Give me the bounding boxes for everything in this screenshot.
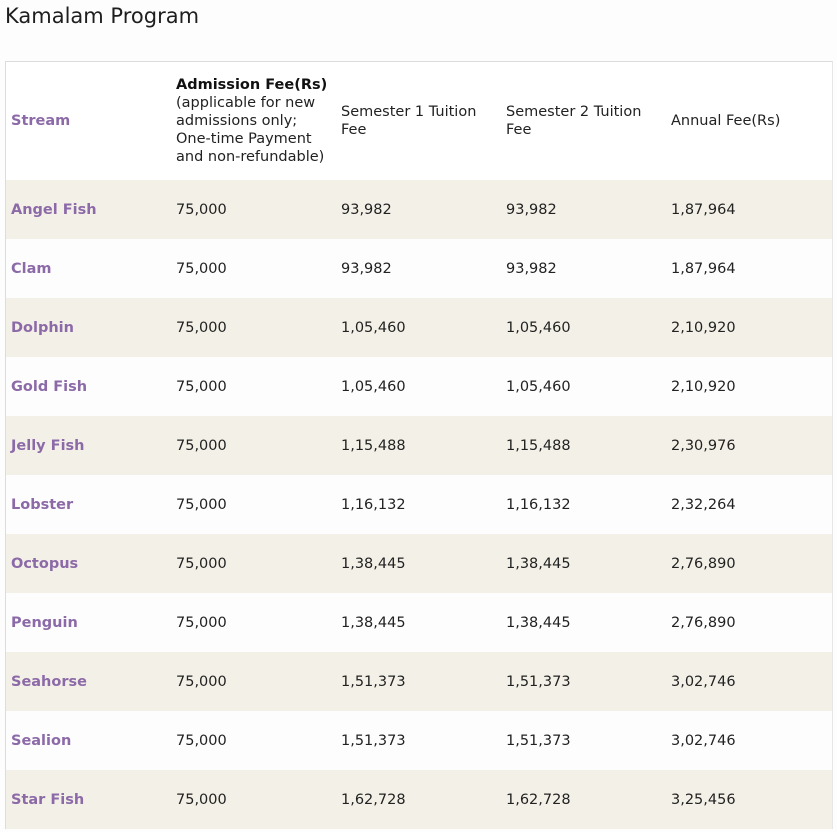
- cell-annual-fee: 3,02,746: [666, 652, 832, 711]
- cell-semester-1-fee: 1,51,373: [336, 652, 501, 711]
- cell-semester-2-fee: 1,15,488: [501, 416, 666, 475]
- cell-stream: Penguin: [6, 593, 171, 652]
- header-annual-fee: Annual Fee(Rs): [666, 62, 832, 180]
- cell-stream: Lobster: [6, 475, 171, 534]
- cell-semester-2-fee: 1,38,445: [501, 534, 666, 593]
- header-semester-2: Semester 2 Tuition Fee: [501, 62, 666, 180]
- cell-semester-1-fee: 93,982: [336, 180, 501, 239]
- cell-semester-2-fee: 1,05,460: [501, 298, 666, 357]
- cell-admission-fee: 75,000: [171, 475, 336, 534]
- cell-annual-fee: 1,87,964: [666, 239, 832, 298]
- cell-semester-1-fee: 1,05,460: [336, 298, 501, 357]
- header-row: Stream Admission Fee(Rs) (applicable for…: [6, 62, 832, 180]
- cell-admission-fee: 75,000: [171, 770, 336, 829]
- table-row: Jelly Fish 75,000 1,15,488 1,15,488 2,30,976: [6, 416, 832, 475]
- cell-stream: Gold Fish: [6, 357, 171, 416]
- cell-semester-1-fee: 1,15,488: [336, 416, 501, 475]
- cell-stream: Sealion: [6, 711, 171, 770]
- cell-annual-fee: 2,76,890: [666, 593, 832, 652]
- table-row: Clam 75,000 93,982 93,982 1,87,964: [6, 239, 832, 298]
- cell-stream: Seahorse: [6, 652, 171, 711]
- cell-semester-1-fee: 1,51,373: [336, 711, 501, 770]
- table-row: Penguin 75,000 1,38,445 1,38,445 2,76,890: [6, 593, 832, 652]
- cell-semester-2-fee: 1,51,373: [501, 711, 666, 770]
- cell-semester-1-fee: 1,16,132: [336, 475, 501, 534]
- table-row: Gold Fish 75,000 1,05,460 1,05,460 2,10,920: [6, 357, 832, 416]
- cell-annual-fee: 1,87,964: [666, 180, 832, 239]
- cell-semester-2-fee: 1,38,445: [501, 593, 666, 652]
- cell-stream: Octopus: [6, 534, 171, 593]
- cell-admission-fee: 75,000: [171, 711, 336, 770]
- cell-stream: Jelly Fish: [6, 416, 171, 475]
- cell-semester-2-fee: 93,982: [501, 239, 666, 298]
- cell-annual-fee: 3,02,746: [666, 711, 832, 770]
- cell-semester-2-fee: 1,62,728: [501, 770, 666, 829]
- header-admission-fee: Admission Fee(Rs) (applicable for new ad…: [171, 62, 336, 180]
- table-row: Octopus 75,000 1,38,445 1,38,445 2,76,890: [6, 534, 832, 593]
- header-semester-1: Semester 1 Tuition Fee: [336, 62, 501, 180]
- cell-admission-fee: 75,000: [171, 652, 336, 711]
- page-title: Kamalam Program: [5, 4, 200, 28]
- cell-semester-1-fee: 1,05,460: [336, 357, 501, 416]
- fee-table: Stream Admission Fee(Rs) (applicable for…: [6, 62, 832, 829]
- cell-semester-2-fee: 93,982: [501, 180, 666, 239]
- cell-semester-2-fee: 1,05,460: [501, 357, 666, 416]
- table-row: Star Fish 75,000 1,62,728 1,62,728 3,25,456: [6, 770, 832, 829]
- table-row: Angel Fish 75,000 93,982 93,982 1,87,964: [6, 180, 832, 239]
- cell-stream: Clam: [6, 239, 171, 298]
- cell-stream: Dolphin: [6, 298, 171, 357]
- cell-annual-fee: 3,25,456: [666, 770, 832, 829]
- table-row: Dolphin 75,000 1,05,460 1,05,460 2,10,920: [6, 298, 832, 357]
- cell-semester-2-fee: 1,16,132: [501, 475, 666, 534]
- cell-stream: Star Fish: [6, 770, 171, 829]
- cell-semester-1-fee: 93,982: [336, 239, 501, 298]
- cell-semester-1-fee: 1,62,728: [336, 770, 501, 829]
- cell-semester-2-fee: 1,51,373: [501, 652, 666, 711]
- cell-admission-fee: 75,000: [171, 593, 336, 652]
- cell-annual-fee: 2,10,920: [666, 298, 832, 357]
- header-stream: Stream: [6, 62, 171, 180]
- cell-annual-fee: 2,30,976: [666, 416, 832, 475]
- cell-semester-1-fee: 1,38,445: [336, 534, 501, 593]
- table-row: Sealion 75,000 1,51,373 1,51,373 3,02,746: [6, 711, 832, 770]
- cell-stream: Angel Fish: [6, 180, 171, 239]
- table-row: Lobster 75,000 1,16,132 1,16,132 2,32,264: [6, 475, 832, 534]
- cell-admission-fee: 75,000: [171, 298, 336, 357]
- cell-annual-fee: 2,10,920: [666, 357, 832, 416]
- fee-table-header: Stream Admission Fee(Rs) (applicable for…: [6, 62, 832, 180]
- cell-admission-fee: 75,000: [171, 357, 336, 416]
- fee-table-container: Stream Admission Fee(Rs) (applicable for…: [5, 61, 833, 829]
- cell-semester-1-fee: 1,38,445: [336, 593, 501, 652]
- cell-annual-fee: 2,32,264: [666, 475, 832, 534]
- cell-admission-fee: 75,000: [171, 534, 336, 593]
- table-row: Seahorse 75,000 1,51,373 1,51,373 3,02,746: [6, 652, 832, 711]
- fee-table-body: Angel Fish 75,000 93,982 93,982 1,87,964 Cla…: [6, 180, 832, 829]
- cell-annual-fee: 2,76,890: [666, 534, 832, 593]
- cell-admission-fee: 75,000: [171, 239, 336, 298]
- cell-admission-fee: 75,000: [171, 180, 336, 239]
- header-admission-fee-note: (applicable for new admissions only; One…: [176, 95, 325, 165]
- header-admission-fee-title: Admission Fee(Rs): [176, 77, 328, 93]
- cell-admission-fee: 75,000: [171, 416, 336, 475]
